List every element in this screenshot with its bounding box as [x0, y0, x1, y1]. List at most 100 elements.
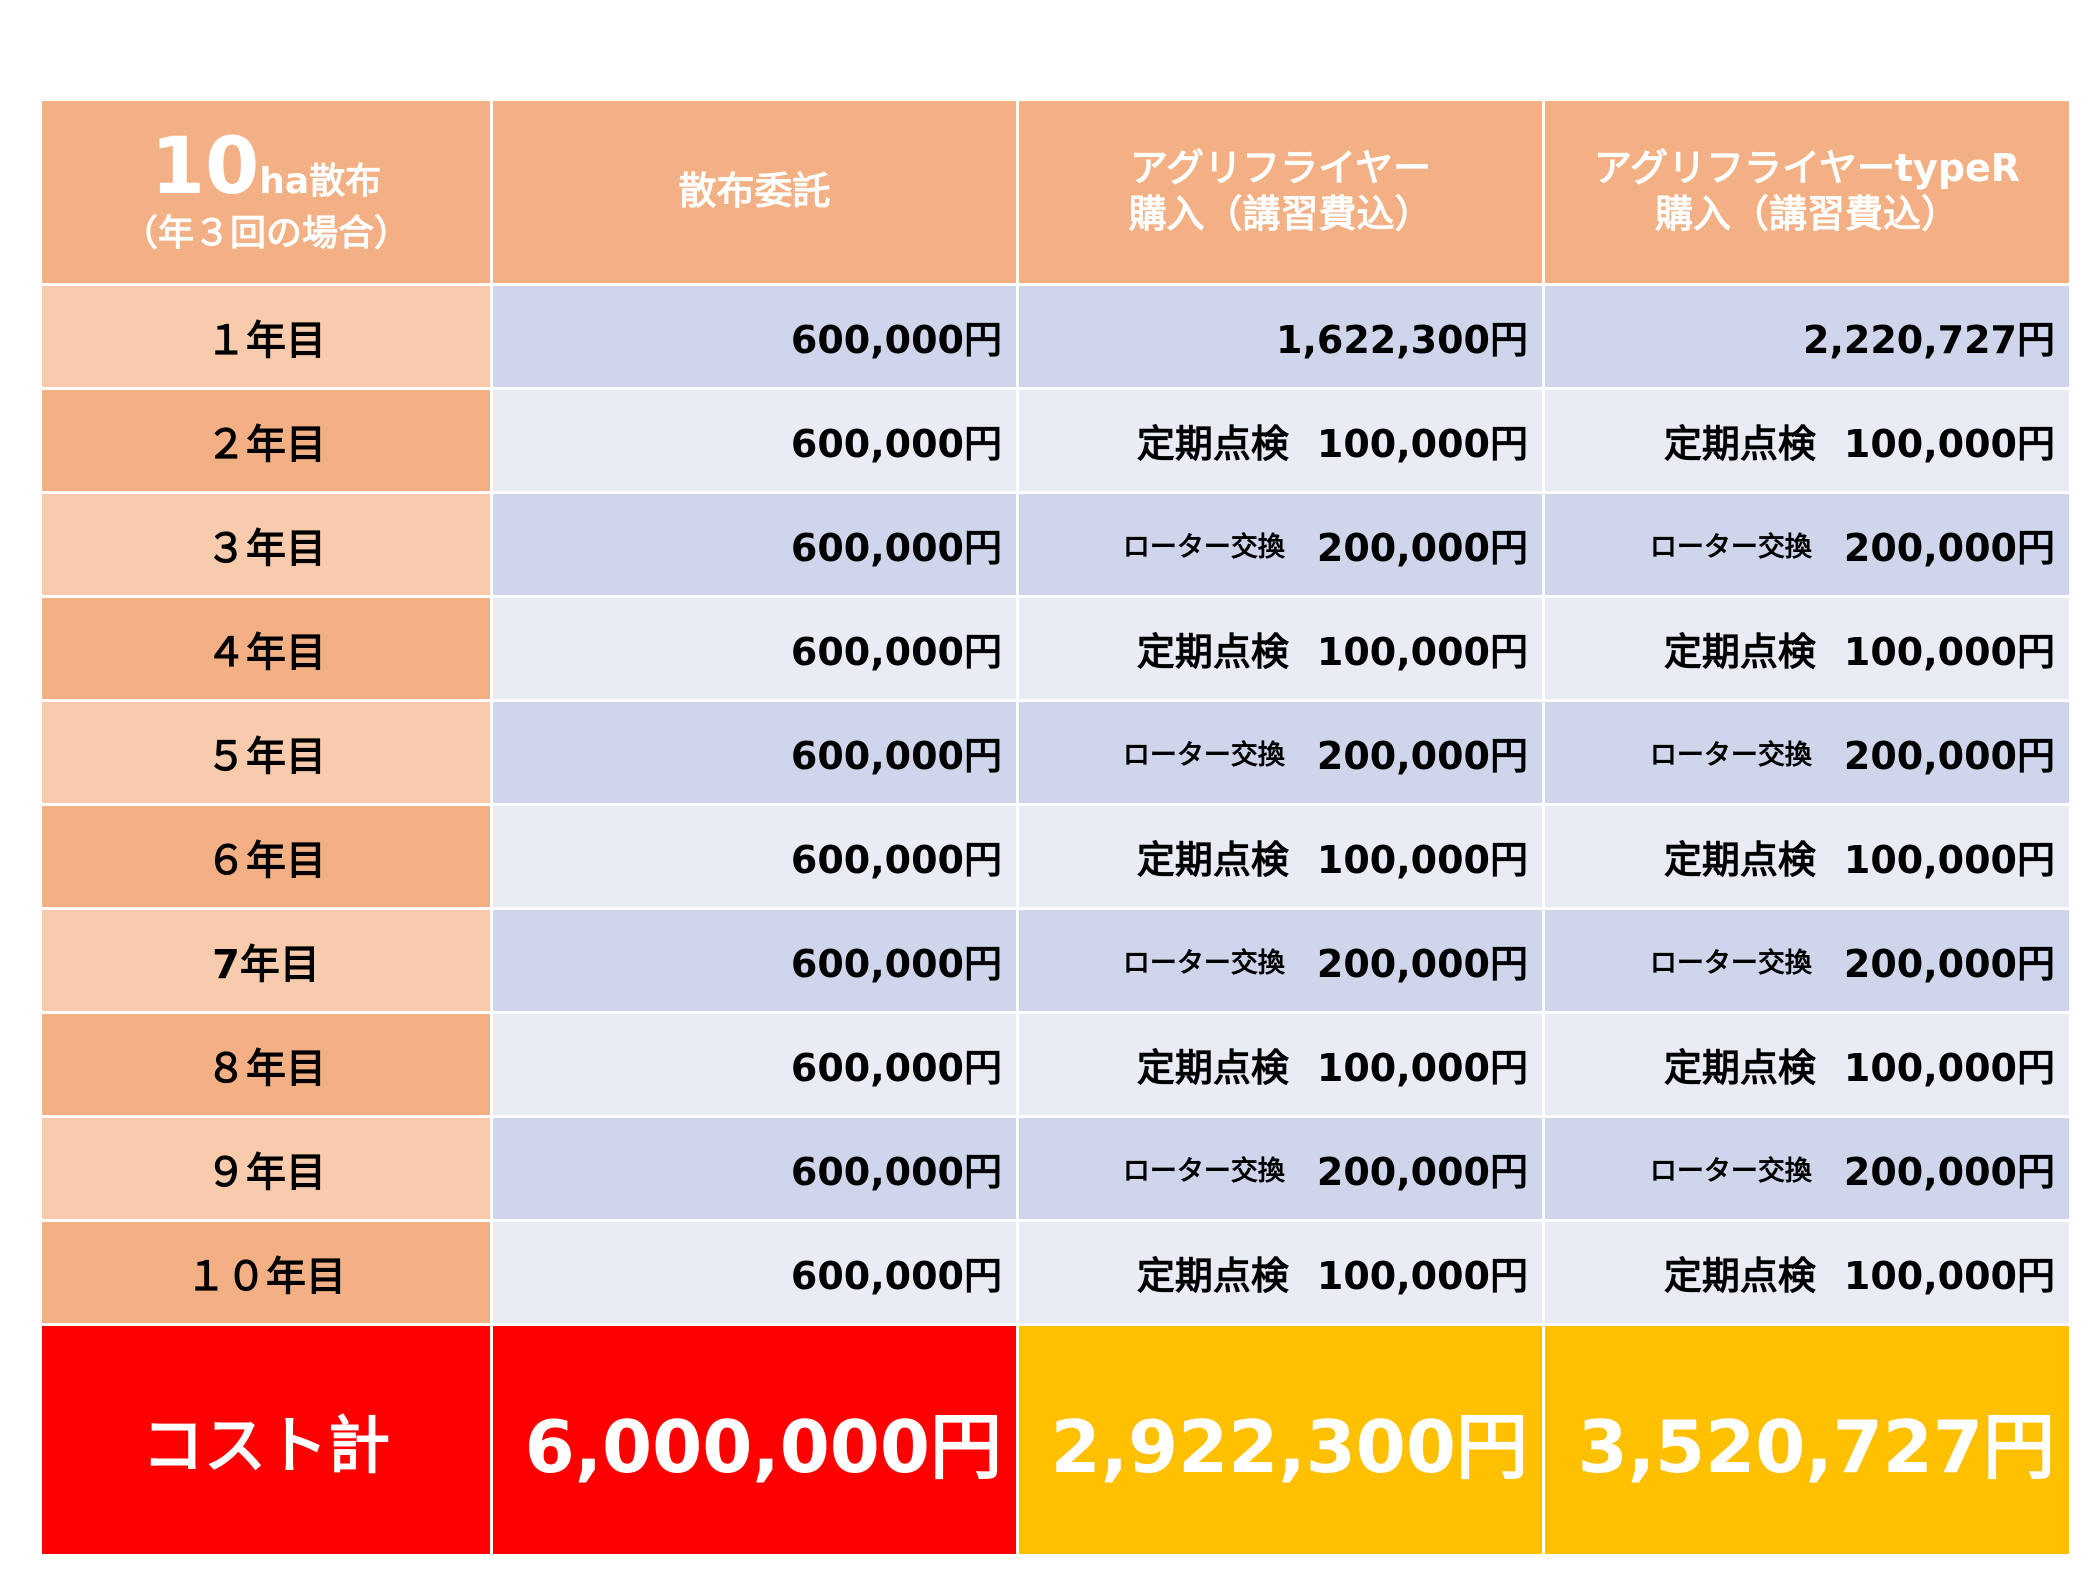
- agriflyer-cost: 定期点検 100,000円: [1019, 1014, 1542, 1115]
- item-label: 定期点検: [1663, 1046, 1816, 1090]
- header-outsourcing: 散布委託: [493, 101, 1016, 283]
- total-agriflyer-typer: 3,520,727円: [1545, 1326, 2069, 1554]
- agriflyer-cost: 定期点検 100,000円: [1019, 598, 1542, 699]
- agriflyer-typer-cost: ローター交換 200,000円: [1545, 494, 2069, 595]
- cost-value: 200,000円: [1316, 942, 1528, 986]
- agriflyer-typer-cost: 定期点検 100,000円: [1545, 598, 2069, 699]
- cost-value: 2,220,727円: [1803, 318, 2055, 362]
- cost-value: 100,000円: [1843, 1254, 2055, 1298]
- agriflyer-cost: 定期点検 100,000円: [1019, 1222, 1542, 1323]
- item-label: ローター交換: [1122, 532, 1285, 563]
- year-label: 7年目: [42, 910, 490, 1011]
- cost-value: 100,000円: [1316, 422, 1528, 466]
- total-label: コスト計: [42, 1326, 490, 1554]
- cost-value: 200,000円: [1316, 734, 1528, 778]
- agriflyer-typer-cost: ローター交換 200,000円: [1545, 910, 2069, 1011]
- cost-value: 600,000円: [790, 318, 1002, 362]
- agriflyer-cost: ローター交換 200,000円: [1019, 1118, 1542, 1219]
- year-label: ３年目: [42, 494, 490, 595]
- outsourcing-cost: 600,000円: [493, 910, 1016, 1011]
- header-agriflyer-typer-line2: 購入（講習費込）: [1654, 192, 1959, 236]
- agriflyer-typer-cost: ローター交換 200,000円: [1545, 702, 2069, 803]
- outsourcing-cost: 600,000円: [493, 598, 1016, 699]
- cost-value: 600,000円: [790, 1150, 1002, 1194]
- header-area-subtitle: （年３回の場合）: [121, 213, 410, 255]
- agriflyer-typer-cost: ローター交換 200,000円: [1545, 1118, 2069, 1219]
- cost-value: 600,000円: [790, 422, 1002, 466]
- total-value: 3,520,727円: [1577, 1404, 2055, 1489]
- item-label: 定期点検: [1136, 1046, 1289, 1090]
- header-agriflyer-typer-line1: アグリフライヤーtypeR: [1593, 146, 2021, 191]
- item-label: 定期点検: [1663, 630, 1816, 674]
- header-agriflyer-line1: アグリフライヤー: [1130, 146, 1431, 191]
- total-value: 6,000,000円: [524, 1404, 1002, 1489]
- agriflyer-typer-cost: 定期点検 100,000円: [1545, 806, 2069, 907]
- outsourcing-cost: 600,000円: [493, 806, 1016, 907]
- agriflyer-cost: ローター交換 200,000円: [1019, 494, 1542, 595]
- total-agriflyer: 2,922,300円: [1019, 1326, 1542, 1554]
- item-label: ローター交換: [1649, 1156, 1812, 1187]
- item-label: ローター交換: [1649, 740, 1812, 771]
- header-area-number: 10: [150, 122, 260, 213]
- outsourcing-cost: 600,000円: [493, 390, 1016, 491]
- agriflyer-typer-cost: 定期点検 100,000円: [1545, 390, 2069, 491]
- item-label: ローター交換: [1649, 532, 1812, 563]
- item-label: 定期点検: [1663, 838, 1816, 882]
- agriflyer-cost: 1,622,300円: [1019, 286, 1542, 387]
- cost-value: 100,000円: [1316, 1254, 1528, 1298]
- cost-value: 100,000円: [1843, 838, 2055, 882]
- header-area-cell: 10ha散布 （年３回の場合）: [42, 101, 490, 283]
- cost-value: 600,000円: [790, 838, 1002, 882]
- cost-comparison-table: 10ha散布 （年３回の場合） 散布委託 アグリフライヤー 購入（講習費込） ア…: [42, 101, 2069, 1554]
- cost-value: 200,000円: [1843, 734, 2055, 778]
- cost-value: 200,000円: [1316, 1150, 1528, 1194]
- header-area-unit: ha散布: [259, 161, 382, 203]
- cost-value: 1,622,300円: [1276, 318, 1528, 362]
- year-label: ８年目: [42, 1014, 490, 1115]
- year-label: ５年目: [42, 702, 490, 803]
- item-label: 定期点検: [1136, 1254, 1289, 1298]
- cost-value: 100,000円: [1843, 1046, 2055, 1090]
- total-value: 2,922,300円: [1050, 1404, 1528, 1489]
- header-agriflyer-typer: アグリフライヤーtypeR 購入（講習費込）: [1545, 101, 2069, 283]
- item-label: ローター交換: [1122, 948, 1285, 979]
- year-label: ６年目: [42, 806, 490, 907]
- item-label: ローター交換: [1649, 948, 1812, 979]
- header-agriflyer: アグリフライヤー 購入（講習費込）: [1019, 101, 1542, 283]
- item-label: 定期点検: [1136, 422, 1289, 466]
- cost-value: 100,000円: [1316, 1046, 1528, 1090]
- agriflyer-cost: ローター交換 200,000円: [1019, 910, 1542, 1011]
- item-label: 定期点検: [1136, 630, 1289, 674]
- cost-value: 600,000円: [790, 1046, 1002, 1090]
- outsourcing-cost: 600,000円: [493, 1118, 1016, 1219]
- agriflyer-typer-cost: 定期点検 100,000円: [1545, 1014, 2069, 1115]
- item-label: ローター交換: [1122, 740, 1285, 771]
- cost-value: 200,000円: [1843, 526, 2055, 570]
- year-label: ９年目: [42, 1118, 490, 1219]
- cost-value: 100,000円: [1843, 630, 2055, 674]
- year-label: １年目: [42, 286, 490, 387]
- outsourcing-cost: 600,000円: [493, 494, 1016, 595]
- outsourcing-cost: 600,000円: [493, 1014, 1016, 1115]
- cost-value: 600,000円: [790, 1254, 1002, 1298]
- year-label: １０年目: [42, 1222, 490, 1323]
- cost-value: 600,000円: [790, 734, 1002, 778]
- item-label: 定期点検: [1663, 422, 1816, 466]
- cost-value: 200,000円: [1843, 942, 2055, 986]
- cost-value: 200,000円: [1843, 1150, 2055, 1194]
- agriflyer-cost: ローター交換 200,000円: [1019, 702, 1542, 803]
- outsourcing-cost: 600,000円: [493, 286, 1016, 387]
- cost-value: 200,000円: [1316, 526, 1528, 570]
- outsourcing-cost: 600,000円: [493, 1222, 1016, 1323]
- agriflyer-cost: 定期点検 100,000円: [1019, 390, 1542, 491]
- cost-value: 600,000円: [790, 942, 1002, 986]
- item-label: ローター交換: [1122, 1156, 1285, 1187]
- cost-value: 100,000円: [1316, 838, 1528, 882]
- header-outsourcing-label: 散布委託: [678, 169, 831, 214]
- header-agriflyer-line2: 購入（講習費込）: [1128, 192, 1433, 236]
- cost-value: 100,000円: [1843, 422, 2055, 466]
- agriflyer-cost: 定期点検 100,000円: [1019, 806, 1542, 907]
- item-label: 定期点検: [1663, 1254, 1816, 1298]
- cost-value: 600,000円: [790, 526, 1002, 570]
- cost-value: 100,000円: [1316, 630, 1528, 674]
